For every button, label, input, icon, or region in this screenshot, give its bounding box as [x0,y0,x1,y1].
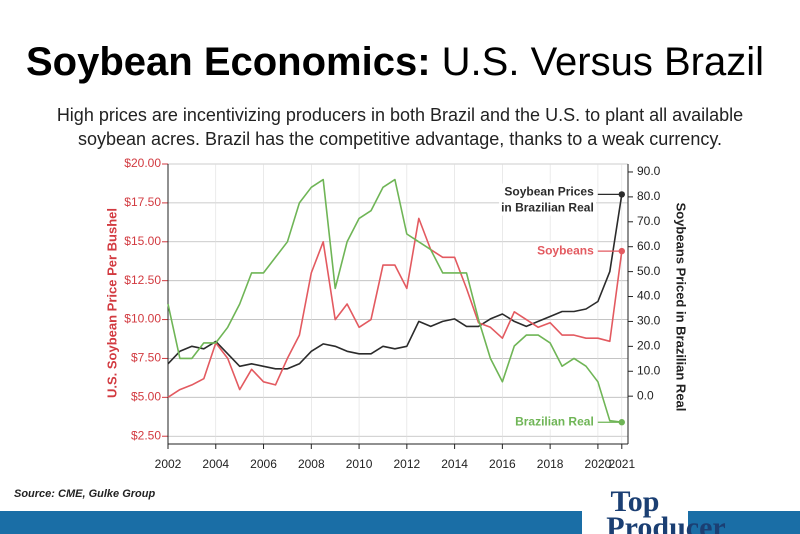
series-label-line: Soybean Prices [504,185,594,199]
y2-tick-label: 30.0 [637,314,661,328]
y2-tick-label: 90.0 [637,164,661,178]
logo: Top [611,485,660,518]
y-tick-label: $17.50 [124,195,161,209]
y-tick-label: $2.50 [131,428,161,442]
x-tick-label: 2016 [489,457,516,471]
label-bg [499,183,597,216]
series-line [167,178,622,423]
series-label: Brazilian Real [515,414,594,428]
logo: Producer [606,511,725,534]
y2-tick-label: 40.0 [637,289,661,303]
x-tick-label: 2018 [537,457,564,471]
y2-tick-label: 10.0 [637,363,661,377]
label-bg [535,242,597,259]
title-bold: Soybean Economics: [26,40,431,84]
chart-title: Soybean Economics: U.S. Versus Brazil [26,40,764,84]
label-bg [513,413,596,430]
y2-tick-label: 60.0 [637,239,661,253]
x-tick-label: 2021 [608,457,635,471]
y-tick-label: $5.00 [131,390,161,404]
y2-tick-label: 20.0 [637,339,661,353]
subtitle: soybean acres. Brazil has the competitiv… [78,129,722,149]
end-dot [618,191,625,198]
title-regular: U.S. Versus Brazil [442,40,764,84]
series-label: Soybean Prices in Brazilian Real [501,185,594,215]
y2-tick-label: 70.0 [637,214,661,228]
y-axis-label: U.S. Soybean Price Per Bushel [104,208,119,398]
x-tick-label: 2004 [202,457,229,471]
x-tick-label: 2008 [298,457,325,471]
y-tick-label: $10.00 [124,312,161,326]
series-line [167,194,623,370]
x-tick-label: 2010 [346,457,373,471]
x-tick-label: 2012 [393,457,420,471]
y2-tick-label: 80.0 [637,189,661,203]
logo-box [582,482,688,534]
x-tick-label: 2006 [250,457,277,471]
series-label: Soybeans [537,243,594,257]
y2-tick-label: 0.0 [637,388,654,402]
y2-tick-label: 50.0 [637,264,661,278]
y-tick-label: $15.00 [124,234,161,248]
y-tick-label: $20.00 [124,156,161,170]
series-line [167,217,623,398]
subtitle: High prices are incentivizing producers … [57,105,743,125]
end-dot [618,419,625,426]
y-tick-label: $7.50 [131,351,161,365]
series-label-line: in Brazilian Real [501,201,594,215]
end-dot [618,247,625,255]
x-tick-label: 2014 [441,457,468,471]
y-tick-label: $12.50 [124,273,161,287]
x-tick-label: 2002 [155,457,182,471]
y2-axis-label: Soybeans Priced in Brazilian Real [674,203,689,412]
x-tick-label: 2020 [585,457,612,471]
source: Source: CME, Gulke Group [14,488,155,500]
